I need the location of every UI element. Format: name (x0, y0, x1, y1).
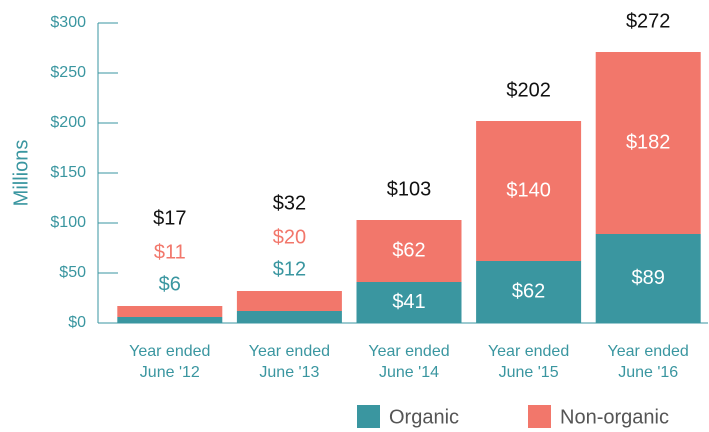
y-tick-label: $300 (50, 14, 86, 31)
bar-segment (236, 291, 342, 311)
value-label: $20 (273, 226, 306, 248)
value-label: $41 (392, 291, 425, 313)
total-label: $32 (273, 192, 306, 214)
legend-label: Organic (389, 406, 459, 428)
y-tick-label: $0 (68, 314, 86, 331)
value-label: $140 (506, 179, 551, 201)
value-label: $62 (392, 239, 425, 261)
x-tick-label: Year ended June '14 (368, 343, 450, 381)
bar-segment (117, 306, 223, 317)
legend-swatch (357, 405, 380, 428)
total-label: $202 (506, 79, 551, 101)
bar-segment (356, 220, 462, 282)
x-tick-label: Year ended June '16 (607, 343, 689, 381)
x-tick-label: Year ended June '15 (487, 343, 570, 381)
value-label: $11 (154, 241, 186, 263)
x-tick-label: Year ended June '13 (248, 343, 331, 381)
total-label: $103 (387, 178, 432, 200)
bar-segment (595, 52, 701, 234)
legend-label: Non-organic (560, 406, 669, 428)
x-tick-label: Year ended June '12 (129, 343, 211, 381)
bar-segment (476, 121, 582, 261)
legend-swatch (528, 405, 551, 428)
y-axis-label: Millions (10, 140, 32, 207)
bar-segment (236, 311, 342, 323)
y-tick-label: $200 (50, 114, 86, 131)
value-label: $12 (273, 258, 306, 280)
y-tick-label: $250 (50, 64, 86, 81)
bar-segment (476, 261, 582, 323)
y-tick-label: $50 (59, 264, 86, 281)
bar-segment (356, 282, 462, 323)
bar-segment (595, 234, 701, 323)
value-label: $6 (159, 273, 181, 295)
value-label: $182 (626, 131, 671, 153)
y-tick-label: $100 (50, 214, 86, 231)
total-label: $17 (153, 207, 186, 229)
value-label: $89 (632, 267, 665, 289)
value-label: $62 (512, 280, 545, 302)
y-tick-label: $150 (50, 164, 86, 181)
bar-segment (117, 317, 223, 323)
total-label: $272 (626, 10, 671, 32)
